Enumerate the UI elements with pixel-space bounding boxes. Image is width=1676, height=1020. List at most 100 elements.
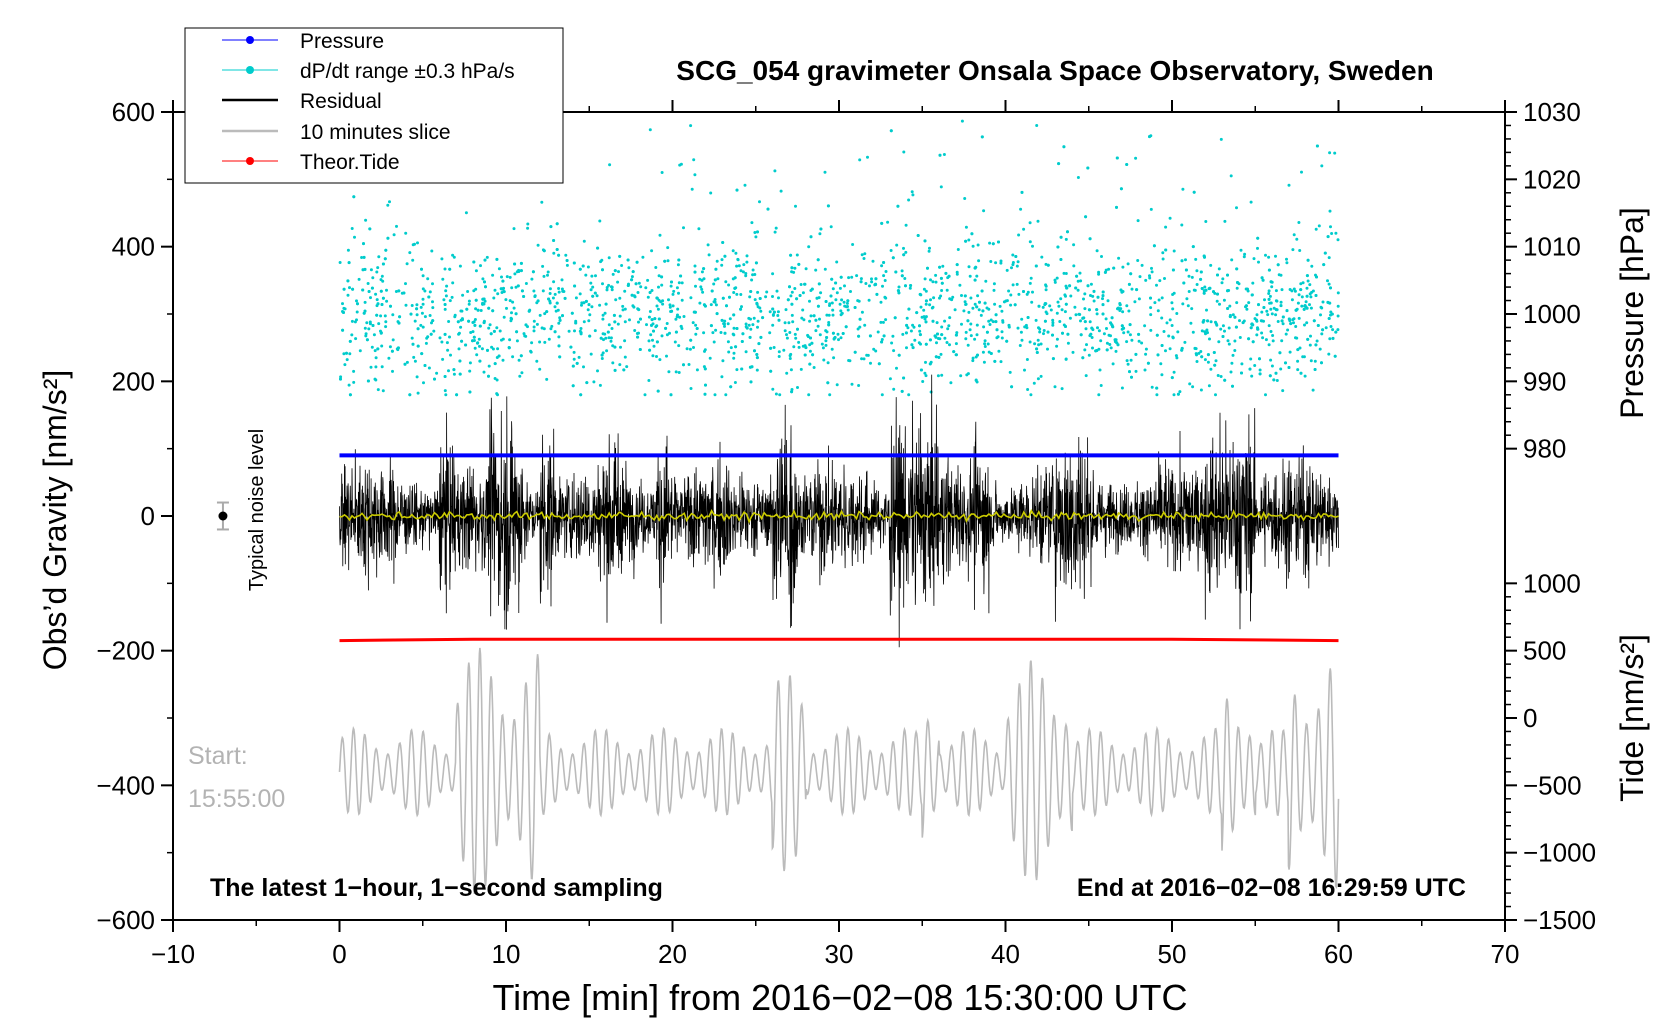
dpdt-point bbox=[445, 284, 449, 288]
dpdt-point bbox=[1236, 281, 1239, 284]
dpdt-point bbox=[397, 289, 401, 293]
dpdt-point bbox=[1244, 304, 1248, 308]
dpdt-point bbox=[362, 311, 366, 315]
dpdt-point bbox=[1265, 309, 1269, 313]
dpdt-point bbox=[745, 326, 749, 330]
dpdt-point bbox=[1296, 301, 1300, 305]
dpdt-point bbox=[1200, 355, 1204, 359]
dpdt-point bbox=[368, 320, 372, 324]
dpdt-point bbox=[729, 346, 733, 350]
dpdt-point bbox=[1200, 329, 1204, 333]
dpdt-point bbox=[1063, 293, 1067, 297]
dpdt-point bbox=[757, 342, 761, 346]
dpdt-point bbox=[623, 307, 627, 311]
end-time-note: End at 2016−02−08 16:29:59 UTC bbox=[1077, 874, 1466, 902]
dpdt-point bbox=[431, 300, 434, 304]
dpdt-point bbox=[410, 304, 414, 307]
dpdt-point bbox=[1304, 300, 1308, 304]
dpdt-point bbox=[909, 284, 913, 287]
dpdt-point bbox=[1160, 296, 1164, 300]
dpdt-point bbox=[1001, 319, 1005, 323]
dpdt-point bbox=[1330, 232, 1334, 235]
dpdt-point bbox=[940, 289, 944, 292]
dpdt-point bbox=[594, 274, 597, 278]
dpdt-point bbox=[348, 286, 351, 290]
dpdt-point bbox=[667, 370, 671, 374]
dpdt-point bbox=[522, 332, 526, 336]
dpdt-point bbox=[955, 331, 959, 335]
dpdt-point bbox=[1206, 360, 1210, 364]
dpdt-point bbox=[967, 238, 971, 242]
dpdt-point bbox=[1308, 303, 1311, 307]
dpdt-point bbox=[936, 332, 939, 336]
dpdt-point bbox=[965, 373, 969, 377]
dpdt-point bbox=[834, 281, 838, 285]
dpdt-point bbox=[928, 246, 931, 250]
dpdt-point bbox=[374, 365, 378, 369]
dpdt-point bbox=[389, 304, 392, 308]
dpdt-point bbox=[362, 242, 365, 246]
dpdt-point bbox=[694, 284, 697, 288]
dpdt-point bbox=[370, 345, 374, 349]
dpdt-point bbox=[969, 322, 973, 326]
dpdt-point bbox=[723, 324, 726, 328]
dpdt-point bbox=[415, 375, 419, 379]
dpdt-point bbox=[452, 368, 456, 372]
dpdt-point bbox=[1292, 233, 1296, 237]
dpdt-point bbox=[797, 340, 801, 344]
dpdt-point bbox=[1045, 312, 1049, 316]
dpdt-point bbox=[601, 317, 605, 321]
dpdt-point bbox=[1008, 370, 1012, 374]
dpdt-point bbox=[1010, 266, 1013, 270]
dpdt-point bbox=[1019, 207, 1023, 211]
dpdt-point bbox=[420, 352, 424, 356]
dpdt-point bbox=[1259, 319, 1263, 323]
dpdt-point bbox=[951, 295, 955, 299]
dpdt-point bbox=[1249, 326, 1253, 330]
dpdt-point bbox=[844, 325, 848, 329]
dpdt-point bbox=[880, 264, 884, 268]
dpdt-point bbox=[1000, 330, 1004, 334]
dpdt-point bbox=[1083, 320, 1087, 324]
dpdt-point bbox=[585, 381, 589, 385]
dpdt-point bbox=[1269, 330, 1273, 333]
dpdt-point bbox=[515, 330, 519, 334]
y-tick-label: −400 bbox=[96, 770, 155, 800]
dpdt-point bbox=[363, 326, 367, 330]
dpdt-point bbox=[830, 277, 834, 281]
dpdt-point bbox=[1222, 298, 1226, 302]
dpdt-point bbox=[413, 319, 417, 323]
dpdt-point bbox=[581, 264, 585, 268]
dpdt-point bbox=[473, 346, 477, 350]
dpdt-point bbox=[1297, 221, 1301, 224]
dpdt-point bbox=[535, 322, 539, 326]
dpdt-point bbox=[451, 253, 455, 257]
dpdt-point bbox=[1279, 273, 1283, 277]
dpdt-point bbox=[680, 281, 684, 285]
dpdt-point bbox=[675, 286, 679, 290]
dpdt-point bbox=[727, 350, 731, 354]
dpdt-point bbox=[1253, 364, 1257, 367]
dpdt-point bbox=[1005, 299, 1009, 303]
dpdt-point bbox=[740, 305, 743, 309]
legend-label-residual: Residual bbox=[300, 90, 382, 113]
dpdt-point bbox=[510, 286, 514, 290]
dpdt-point bbox=[945, 288, 949, 292]
dpdt-point bbox=[1216, 273, 1219, 277]
dpdt-point bbox=[1306, 279, 1310, 283]
dpdt-point bbox=[432, 329, 436, 333]
dpdt-point bbox=[341, 302, 344, 306]
dpdt-point bbox=[979, 313, 983, 317]
dpdt-point bbox=[982, 360, 986, 364]
dpdt-point bbox=[816, 304, 820, 308]
dpdt-point bbox=[910, 190, 914, 194]
dpdt-point bbox=[1107, 333, 1111, 337]
dpdt-point bbox=[350, 227, 354, 230]
dpdt-point bbox=[1250, 374, 1254, 378]
dpdt-point bbox=[1016, 260, 1020, 264]
dpdt-point bbox=[487, 374, 490, 378]
dpdt-point bbox=[383, 257, 387, 261]
dpdt-point bbox=[391, 313, 395, 317]
dpdt-point bbox=[1041, 305, 1045, 309]
dpdt-point bbox=[1189, 321, 1193, 325]
